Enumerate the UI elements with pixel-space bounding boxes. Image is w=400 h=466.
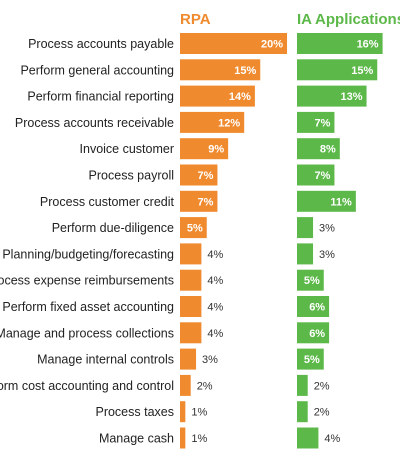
bar — [180, 427, 186, 449]
bar — [297, 59, 378, 81]
bar — [297, 348, 324, 370]
data-label: 4% — [207, 275, 223, 287]
category-label: Perform general accounting — [20, 63, 174, 77]
category-label: Perform due-diligence — [52, 221, 174, 235]
data-label: 6% — [309, 302, 325, 314]
data-label: 7% — [198, 196, 214, 208]
data-label: 1% — [191, 407, 207, 419]
category-label: Perform cost accounting and control — [0, 379, 174, 393]
data-label: 7% — [198, 170, 214, 182]
bar — [180, 296, 202, 317]
data-label: 4% — [207, 328, 223, 340]
category-label: Process payroll — [89, 169, 174, 183]
category-label: Process accounts payable — [28, 37, 174, 51]
bar — [180, 164, 218, 186]
data-label: 15% — [351, 65, 373, 77]
bar — [297, 322, 330, 344]
data-label: 4% — [324, 433, 340, 445]
bar — [297, 164, 335, 186]
category-label: Process accounts receivable — [15, 116, 174, 130]
bar — [180, 33, 287, 54]
data-label: 4% — [207, 302, 223, 314]
bar — [297, 85, 367, 107]
chart-title: IA Applications — [297, 11, 400, 28]
data-label: 3% — [319, 249, 335, 261]
category-label: Process expense reimbursements — [0, 274, 174, 288]
data-label: 20% — [261, 39, 283, 51]
bar — [180, 243, 202, 265]
data-label: 5% — [304, 275, 320, 287]
bar — [180, 85, 255, 107]
category-label: Manage cash — [99, 432, 174, 446]
data-label: 5% — [304, 354, 320, 366]
data-label: 3% — [202, 354, 218, 366]
data-label: 2% — [314, 380, 330, 392]
bar — [180, 348, 197, 370]
data-label: 12% — [218, 117, 240, 129]
data-label: 11% — [330, 196, 352, 208]
bar — [180, 322, 202, 344]
data-label: 16% — [357, 39, 379, 51]
data-label: 4% — [207, 249, 223, 261]
data-label: 3% — [319, 223, 335, 235]
bar — [180, 138, 229, 160]
data-label: 13% — [341, 91, 363, 103]
bar — [180, 59, 261, 81]
data-label: 9% — [208, 144, 224, 156]
bar — [180, 374, 191, 396]
category-label: Manage internal controls — [37, 353, 174, 367]
category-label: Planning/budgeting/forecasting — [2, 247, 174, 261]
data-label: 15% — [234, 65, 256, 77]
bar — [180, 401, 186, 423]
bar — [297, 427, 319, 449]
data-label: 14% — [229, 91, 251, 103]
category-label: Process taxes — [95, 405, 174, 419]
data-label: 2% — [197, 380, 213, 392]
data-label: 2% — [314, 407, 330, 419]
bar — [180, 111, 245, 133]
bar — [297, 374, 308, 396]
bar — [180, 190, 218, 212]
bar — [297, 296, 330, 317]
bar — [297, 269, 324, 291]
data-label: 6% — [309, 328, 325, 340]
category-label: Process customer credit — [40, 195, 175, 209]
category-label: Invoice customer — [80, 142, 174, 156]
bar — [297, 217, 314, 239]
category-label: Perform fixed asset accounting — [2, 300, 174, 314]
data-label: 5% — [187, 223, 203, 235]
bar — [297, 111, 335, 133]
bar — [297, 190, 356, 212]
bar — [297, 33, 383, 54]
data-label: 1% — [191, 433, 207, 445]
data-label: 7% — [315, 170, 331, 182]
bar — [297, 138, 340, 160]
chart-title: RPA — [180, 11, 211, 28]
data-label: 8% — [320, 144, 336, 156]
data-label: 7% — [315, 117, 331, 129]
bar — [180, 269, 202, 291]
category-label: Manage and process collections — [0, 326, 174, 340]
bar — [297, 243, 314, 265]
category-label: Perform financial reporting — [27, 90, 174, 104]
bar — [297, 401, 308, 423]
bar — [180, 217, 207, 239]
